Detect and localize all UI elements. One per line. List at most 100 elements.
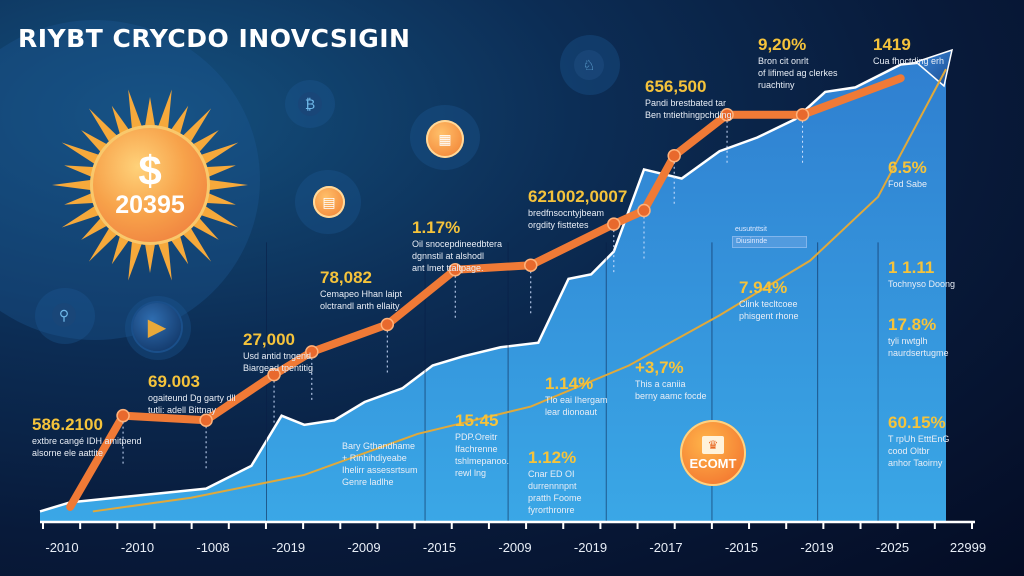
x-tick-label: -2009 <box>347 540 381 555</box>
annotation-text: durrennnpnt <box>528 481 577 491</box>
annotation-text: ant lmet ttaltpage. <box>412 263 484 273</box>
annotation-value: 17.8% <box>888 315 937 334</box>
sun-ray <box>61 142 101 165</box>
annotation-value: 1.14% <box>545 374 594 393</box>
callout-heading: eusutnttsit <box>735 226 767 233</box>
annotation-text: T rpUh EtttEnG <box>888 434 950 444</box>
sun-ray <box>205 165 236 178</box>
annotation-text: phisgent rhone <box>739 311 799 321</box>
annotation: 1.17% Oil snocepdineedbtera dgnnstil at al… <box>412 218 502 274</box>
x-tick-label: -1008 <box>196 540 230 555</box>
arrow-head-icon <box>914 48 954 88</box>
sun-ray <box>207 179 248 191</box>
annotation-text: This a caniia <box>635 379 686 389</box>
page-title: RIYBT CRYCDO INOVCSIGIN <box>18 24 411 53</box>
annotation-text: Tlo eai Ihergam <box>545 395 608 405</box>
annotation-text: Pandi brestbated tar <box>645 98 727 108</box>
annotation-text: pratth Foome <box>528 493 582 503</box>
play-coin-icon: ▶ <box>133 303 181 351</box>
annotation-text: tshlmepanoo. <box>455 456 510 466</box>
price-point <box>199 413 213 427</box>
annotation-text: Clink tecltcoee <box>739 299 798 309</box>
orange-token-icon: ▦ <box>426 120 464 158</box>
sun-ray <box>128 89 143 130</box>
price-point <box>637 203 651 218</box>
chart-coin-icon: ₿ <box>298 92 322 116</box>
annotation-text: Oil snocepdineedbtera <box>412 239 503 249</box>
price-point <box>116 408 130 423</box>
user-coin-icon: ♘ <box>574 50 604 80</box>
annotation: 7.94% Clink tecltcoee phisgent rhone <box>739 278 799 322</box>
x-tick-label: -2017 <box>649 540 683 555</box>
trend-line <box>92 68 947 513</box>
annotation-text: fyrorthronre <box>528 505 575 515</box>
sun-ray <box>170 234 189 265</box>
annotation: 656,500 Pandi brestbated tar Ben tntiethin… <box>645 77 732 121</box>
annotation-text: orgdity fisttetes <box>528 220 589 230</box>
sun-ray <box>181 108 212 144</box>
annotation-value: 15:45 <box>455 411 499 430</box>
annotation-text: ogaiteund Dg garty dll <box>148 393 236 403</box>
annotation-text: Cua fhoctding erh <box>873 56 945 66</box>
annotation: 17.8% tyli nwtglh naurdsertugme <box>888 315 949 359</box>
annotation-text: Cnar ED OI <box>528 469 575 479</box>
x-tick-label: -2019 <box>573 540 608 555</box>
x-tick-label: -2010 <box>120 540 155 555</box>
area-note: Bary Gthandhame + Rinhihdiyeabe Ihelirr … <box>342 441 418 487</box>
annotation-text: of lifimed ag clerkes <box>758 68 838 78</box>
x-tick-label: -2015 <box>724 540 759 555</box>
x-tick-label: -2025 <box>875 540 910 555</box>
annotation: 60.15% T rpUh EtttEnG cood Oltbr anhor Taoi… <box>888 413 949 469</box>
x-tick-label: -2009 <box>498 540 532 555</box>
annotation-text: Ifachrenne <box>455 444 498 454</box>
annotation-value: 78,082 <box>320 268 372 287</box>
annotation-text: olctrandl anth ellaity <box>320 301 400 311</box>
annotation-text: dgnnstil at alshodl <box>412 251 485 261</box>
annotation-text: tyli nwtglh <box>888 336 928 346</box>
annotation-text: naurdsertugme <box>888 348 949 358</box>
sun-badge: $ 20395 <box>50 85 250 285</box>
sun-ray <box>81 216 109 240</box>
sun-ray <box>64 192 95 205</box>
sun-rays-icon <box>52 89 248 281</box>
annotation-value: 1.12% <box>528 448 577 467</box>
dollar-icon: $ <box>138 147 162 194</box>
ecoin-badge: ♛ ECOMT <box>680 420 746 486</box>
sun-ray <box>128 240 143 281</box>
sun-ray <box>205 192 236 205</box>
price-point <box>795 107 810 122</box>
price-point <box>524 258 538 272</box>
annotation-text: ruachtiny <box>758 80 795 90</box>
annotation: 586.2100 extbre cangé IDH amitpend alsorne… <box>32 415 142 459</box>
annotation-value: 60.15% <box>888 413 946 432</box>
callout-box: Diusinnde <box>732 236 807 248</box>
price-point <box>607 217 621 231</box>
annotation-text: cood Oltbr <box>888 446 930 456</box>
annotation-value: 586.2100 <box>32 415 103 434</box>
sun-ray <box>81 130 109 154</box>
annotation-text: Cemapeo Hhan laipt <box>320 289 403 299</box>
ecoin-label: ECOMT <box>689 455 737 471</box>
sun-ray <box>111 105 130 136</box>
annotation: 1.12% Cnar ED OI durrennnpnt pratth Foome fy… <box>528 448 582 516</box>
ecoin-logo-icon: ♛ <box>702 435 724 454</box>
annotation-text: rewl lng <box>455 468 487 478</box>
annotation-text: Usd antid tngend <box>243 351 312 361</box>
annotation: 69.003 ogaiteund Dg garty dll tutli: adell… <box>148 372 236 416</box>
sun-ray <box>111 234 130 265</box>
x-tick-label: -2015 <box>422 540 457 555</box>
sun-ray <box>52 179 93 191</box>
price-line <box>66 74 905 511</box>
annotation: 1419 Cua fhoctding erh <box>873 35 944 67</box>
annotation-value: 1419 <box>873 35 911 54</box>
sun-ray <box>199 205 239 228</box>
annotation-text: alsorne ele aattite <box>32 448 104 458</box>
sun-ray <box>170 105 189 136</box>
price-point <box>267 367 281 382</box>
sun-ray <box>199 142 239 165</box>
sun-ray <box>88 226 119 262</box>
annotation-text: tutli: adell Bittnay <box>148 405 217 415</box>
sun-ray <box>191 216 219 240</box>
annotation-text: Fod Sabe <box>888 179 928 189</box>
